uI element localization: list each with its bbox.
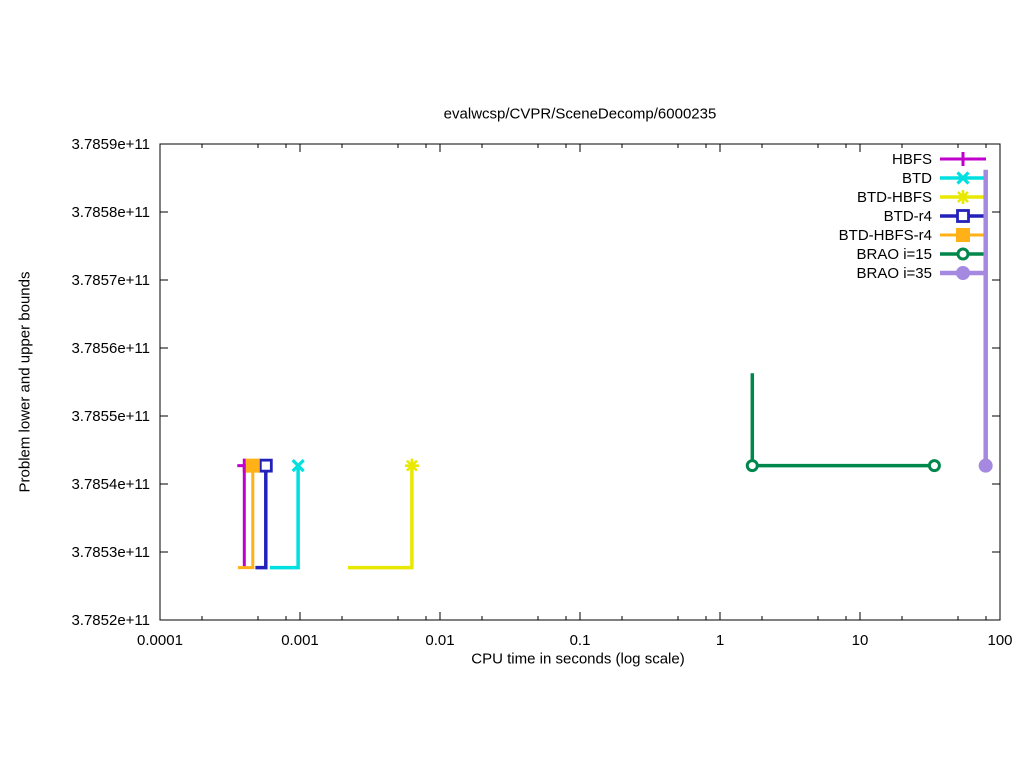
series-line-brao-i-15 — [750, 373, 935, 468]
legend-label: BTD-HBFS-r4 — [839, 227, 932, 244]
marker-square-filled — [245, 458, 260, 473]
marker-circle-open — [745, 459, 759, 473]
x-tick-label: 0.0001 — [137, 632, 183, 649]
plot-border — [159, 143, 1001, 621]
marker-plus — [956, 152, 970, 166]
x-tick-label: 0.01 — [425, 632, 454, 649]
x-tick-label: 0.1 — [570, 632, 591, 649]
y-tick-label: 3.7855e+11 — [71, 408, 150, 425]
marker-cross — [291, 459, 305, 473]
legend-label: BRAO i=15 — [857, 246, 932, 263]
x-tick-label: 0.001 — [281, 632, 319, 649]
y-tick-label: 3.7857e+11 — [71, 272, 150, 289]
x-tick-label: 10 — [852, 632, 869, 649]
marker-square-filled — [956, 228, 970, 242]
marker-star — [956, 190, 970, 204]
legend-label: BTD-r4 — [884, 208, 932, 225]
x-axis-label: CPU time in seconds (log scale) — [471, 650, 685, 668]
y-tick-label: 3.7854e+11 — [71, 476, 150, 493]
x-tick-label: 1 — [716, 632, 724, 649]
y-tick-label: 3.7852e+11 — [71, 612, 150, 629]
y-tick-label: 3.7853e+11 — [71, 544, 150, 561]
marker-circle-open — [927, 459, 941, 473]
series-line-btd-r4 — [255, 465, 268, 570]
legend-label: BTD — [902, 170, 932, 187]
marker-circle-open — [956, 247, 970, 261]
series-line-btd-hbfs — [347, 465, 414, 570]
marker-circle-filled — [978, 458, 993, 473]
legend-label: BRAO i=35 — [857, 265, 932, 282]
marker-cross — [956, 171, 970, 185]
y-tick-label: 3.7859e+11 — [71, 136, 150, 153]
y-tick-label: 3.7856e+11 — [71, 340, 150, 357]
y-axis-label: Problem lower and upper bounds — [16, 271, 34, 493]
marker-circle-filled — [956, 266, 970, 280]
y-tick-label: 3.7858e+11 — [71, 204, 150, 221]
series-line-btd-hbfs-r4 — [237, 465, 255, 570]
series-line-btd — [269, 465, 300, 570]
x-tick-label: 100 — [987, 632, 1012, 649]
marker-square-open — [956, 209, 970, 223]
marker-star — [404, 458, 419, 473]
chart-title: evalwcsp/CVPR/SceneDecomp/6000235 — [443, 105, 717, 123]
legend-label: BTD-HBFS — [857, 189, 932, 206]
legend-label: HBFS — [892, 151, 932, 168]
marker-square-open — [258, 458, 273, 473]
